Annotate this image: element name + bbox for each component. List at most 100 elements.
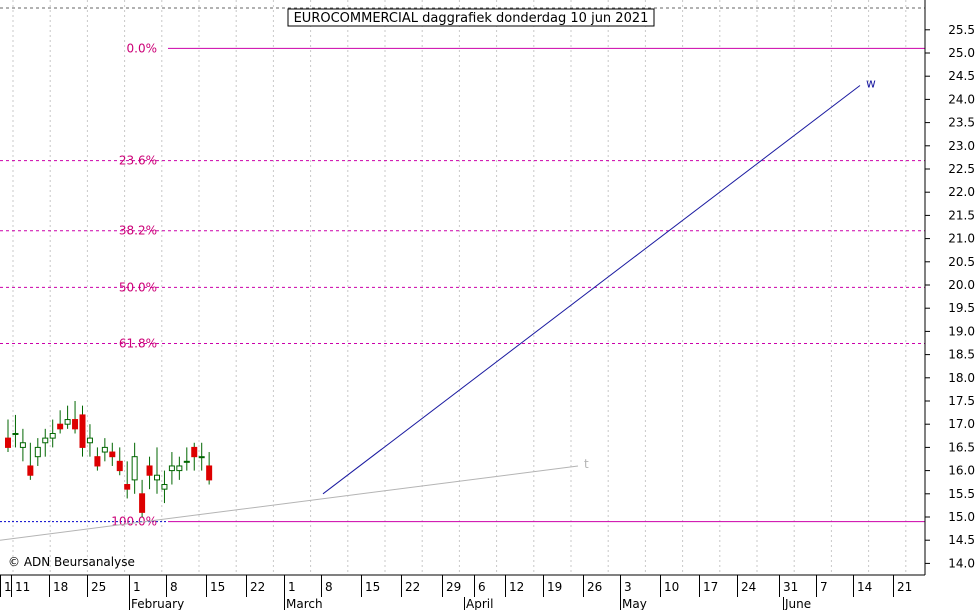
y-tick-label: 24.0 (948, 92, 975, 106)
x-tick-label: 15 (210, 580, 225, 594)
x-tick-label: 22 (250, 580, 265, 594)
y-tick-label: 25.0 (948, 46, 975, 60)
chart-title: EUROCOMMERCIAL daggrafiek donderdag 10 j… (294, 11, 649, 26)
candle-body (139, 493, 146, 513)
y-tick-label: 14.5 (948, 533, 975, 547)
fib-label: 23.6% (119, 154, 157, 168)
y-tick-label: 25.5 (948, 23, 975, 37)
candle-body (94, 456, 101, 467)
candle-body (154, 474, 160, 481)
y-tick-label: 17.0 (948, 417, 975, 431)
candle-body (191, 446, 198, 458)
y-tick-label: 22.5 (948, 162, 975, 176)
y-tick-label: 15.5 (948, 487, 975, 501)
candle-body (34, 446, 41, 458)
y-tick-label: 23.0 (948, 139, 975, 153)
trendline-label: w (866, 76, 876, 90)
candle-body (176, 465, 183, 472)
x-tick-label: 18 (53, 580, 68, 594)
candle-body (5, 437, 11, 448)
candle-body (183, 460, 190, 463)
x-tick-label: 10 (664, 580, 679, 594)
y-tick-label: 15.0 (948, 510, 975, 524)
y-tick-label: 20.0 (948, 278, 975, 292)
candle-body (57, 423, 64, 430)
x-tick-label: 1 (133, 580, 141, 594)
x-tick-label: 8 (325, 580, 333, 594)
trendlines: wt (0, 76, 876, 541)
y-tick-label: 23.5 (948, 116, 975, 130)
x-month-label: February (131, 597, 184, 610)
fib-label: 61.8% (119, 336, 157, 350)
x-month-label: March (286, 597, 323, 610)
fib-label: 0.0% (127, 41, 158, 55)
candle-body (79, 414, 86, 448)
candle-body (109, 451, 116, 458)
x-tick-label: 24 (741, 580, 756, 594)
x-tick-label: 21 (897, 580, 912, 594)
y-tick-label: 19.5 (948, 301, 975, 315)
candle-body (86, 437, 93, 444)
x-tick-label: 1 (288, 580, 296, 594)
fib-levels: 0.0% 23.6% 38.2% 50.0% 61.8% 100.0% (0, 41, 925, 529)
fib-label: 100.0% (111, 515, 157, 529)
trendline-label: t (584, 457, 589, 471)
x-tick-label: 31 (783, 580, 798, 594)
trendline-t (0, 465, 579, 541)
x-tick-label: 7 (820, 580, 828, 594)
x-tick-label: 19 (547, 580, 562, 594)
x-tick-label: 12 (509, 580, 524, 594)
title-box (287, 8, 655, 27)
y-tick-label: 18.5 (948, 348, 975, 362)
y-tick-label: 22.0 (948, 185, 975, 199)
candle-body (206, 465, 213, 481)
y-tick-label: 18.0 (948, 371, 975, 385)
x-tick-label: 15 (365, 580, 380, 594)
candle-body (116, 460, 123, 472)
y-tick-label: 21.5 (948, 208, 975, 222)
y-tick-label: 20.5 (948, 255, 975, 269)
y-tick-label: 16.5 (948, 440, 975, 454)
candle-body (64, 419, 71, 425)
y-tick-label: 24.5 (948, 69, 975, 83)
y-tick-label: 14.0 (948, 556, 975, 570)
x-month-label: May (622, 597, 647, 610)
grid (0, 0, 925, 575)
candle-body (146, 465, 153, 476)
y-tick-label: 21.0 (948, 232, 975, 246)
watermark: © ADN Beursanalyse (8, 555, 135, 569)
candle-body (72, 419, 79, 430)
y-tick-label: 19.0 (948, 324, 975, 338)
candles (5, 401, 213, 517)
x-tick-label: 26 (587, 580, 602, 594)
x-tick-label: 17 (703, 580, 718, 594)
x-tick-label: 29 (446, 580, 461, 594)
candle-body (27, 465, 34, 476)
x-tick-label: 25 (91, 580, 106, 594)
y-tick-label: 17.5 (948, 394, 975, 408)
candle-body (42, 437, 49, 444)
x-tick-label: 6 (478, 580, 486, 594)
x-tick-label: 1 (4, 580, 12, 594)
x-month-label: April (466, 597, 493, 610)
x-month-label: June (784, 597, 811, 610)
fib-label: 50.0% (119, 280, 157, 294)
candle-body (168, 465, 175, 472)
candle-body (131, 456, 138, 481)
y-tick-label: 16.0 (948, 464, 975, 478)
candle-body (124, 484, 131, 490)
x-tick-label: 11 (15, 580, 30, 594)
x-tick-label: 8 (170, 580, 178, 594)
fib-label: 38.2% (119, 224, 157, 238)
x-tick-label: 3 (624, 580, 632, 594)
candle-body (49, 432, 56, 439)
trendline-w (322, 85, 861, 495)
candle-body (19, 442, 26, 448)
candle-body (101, 446, 108, 453)
candle-body (161, 484, 168, 490)
x-tick-label: 14 (857, 580, 872, 594)
candle-body (12, 432, 19, 435)
x-tick-label: 22 (405, 580, 420, 594)
